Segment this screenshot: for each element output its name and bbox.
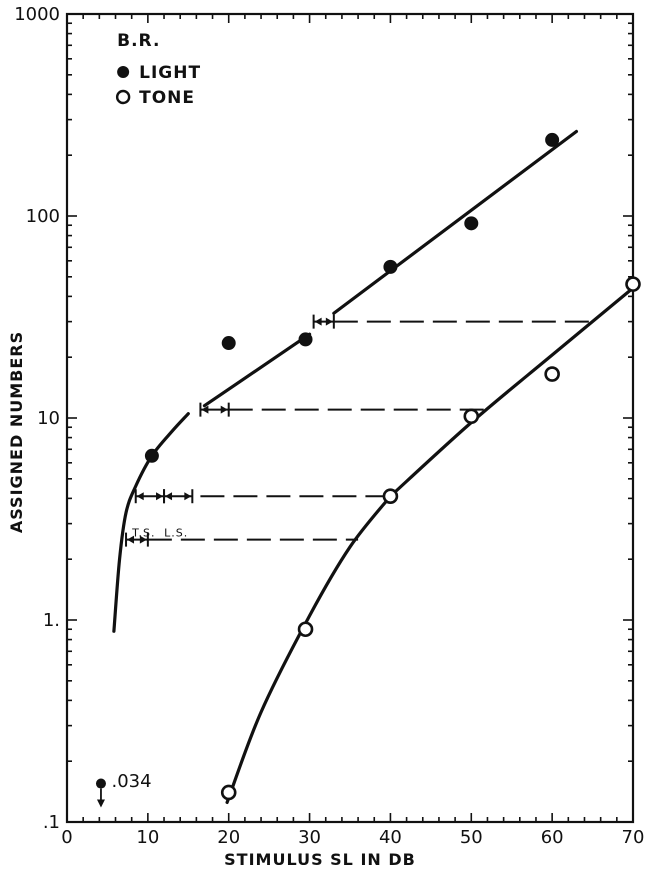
x-tick-label: 30 [298,827,321,848]
y-tick-label: 100 [26,206,60,227]
below-range-arrow-head [96,799,105,808]
legend: B.R. LIGHT TONE [115,31,201,108]
interval-arrowhead [136,492,144,501]
annotations: T.S. L.S. .034 [95,527,188,808]
legend-title: B.R. [117,31,160,51]
x-axis-label: STIMULUS SL IN DB [224,850,416,869]
interval-arrowhead [127,535,135,544]
legend-marker-tone [115,89,131,105]
tone-data-point [382,488,399,505]
interval-arrowhead [156,492,164,501]
legend-label-light: LIGHT [139,63,201,83]
fitted-curves [112,129,635,805]
legend-label-tone: TONE [139,88,195,108]
fitted-curve-light [202,332,312,408]
light-data-point [221,336,236,351]
tone-data-point [544,366,560,382]
annotation-label: T.S. [131,527,155,540]
y-tick-label: 10 [37,408,60,429]
y-axis-label: ASSIGNED NUMBERS [7,331,26,533]
legend-marker-light [117,66,130,78]
x-tick-label: 50 [460,827,483,848]
interval-arrowhead [184,492,192,501]
x-tick-label: 60 [541,827,564,848]
light-data-point [383,259,398,274]
data-points [144,132,641,801]
fitted-curve-tone [225,494,393,805]
interval-arrowhead [220,405,228,414]
tone-data-point [297,621,314,638]
tick-labels: 0 10 20 30 40 50 60 70 .1 1. 10 100 1000 [14,4,644,848]
fitted-curve-light [112,412,190,633]
axis-frame [65,12,635,824]
y-tick-label: .1 [43,812,60,833]
x-tick-label: 10 [136,827,159,848]
below-range-point [95,778,106,789]
fitted-curve-tone [388,286,635,498]
x-tick-label: 70 [622,827,645,848]
annotation-label: L.S. [164,527,188,540]
y-tick-label: 1000 [14,4,60,25]
tone-data-point [625,276,641,292]
tone-data-point [220,784,237,801]
y-tick-label: 1. [43,610,60,631]
light-data-point [464,216,479,231]
x-tick-label: 20 [217,827,240,848]
interval-arrowhead [139,535,147,544]
interval-arrowhead [314,317,322,326]
light-data-point [545,132,560,147]
interval-arrowhead [165,492,173,501]
annotation-label: .034 [111,771,151,792]
x-tick-label: 0 [61,827,72,848]
interval-arrowhead [325,317,333,326]
tone-data-point [463,408,480,425]
light-data-point [144,448,159,463]
fitted-curve-light [332,129,578,315]
light-data-point [298,332,313,347]
dashed-guides [125,314,593,547]
interval-arrowhead [201,405,209,414]
x-tick-label: 40 [379,827,402,848]
